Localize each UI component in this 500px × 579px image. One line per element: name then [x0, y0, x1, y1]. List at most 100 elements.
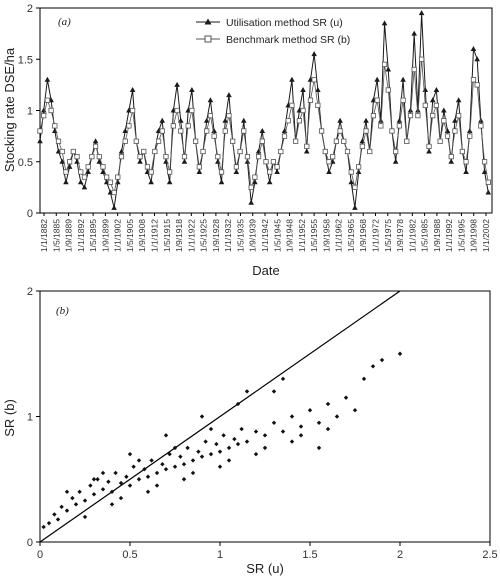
- data-point: [296, 118, 302, 124]
- data-point: [430, 113, 436, 119]
- scatter-point: [88, 483, 93, 488]
- scatter-point: [397, 351, 403, 356]
- scatter-point: [298, 433, 304, 438]
- data-point: [337, 117, 343, 123]
- data-point: [381, 61, 388, 67]
- panel-a-x-tick-label: 1/9/1928: [211, 219, 221, 252]
- scatter-point: [221, 433, 226, 438]
- scatter-point: [214, 441, 219, 447]
- data-point: [203, 117, 210, 123]
- panel-a-x-tick-label: 1/1/2002: [481, 219, 491, 252]
- scatter-point: [113, 470, 118, 476]
- panel-b-frame: [39, 290, 491, 543]
- data-point: [374, 76, 380, 82]
- panel-a-y-tick-label: 0.5: [18, 157, 33, 169]
- scatter-point: [253, 429, 259, 434]
- data-point: [85, 164, 91, 170]
- panel-a-x-tick-label: 1/5/1905: [125, 219, 135, 252]
- data-point: [137, 154, 143, 160]
- data-point: [63, 179, 69, 185]
- data-point: [485, 189, 492, 195]
- scatter-point: [244, 439, 250, 444]
- scatter-point: [82, 498, 88, 503]
- data-point: [152, 148, 158, 155]
- scatter-point: [307, 408, 313, 413]
- panel-a-x-tick-label: 1/1/1892: [76, 219, 86, 252]
- panel-a-x-tick-label: 1/5/1955: [309, 219, 319, 252]
- panel-a-x-tick-label: 1/1/1962: [334, 219, 344, 252]
- panel-b-y-axis-title: SR (b): [2, 399, 17, 437]
- scatter-point: [64, 489, 70, 494]
- data-point: [237, 148, 243, 155]
- scatter-point: [149, 458, 154, 463]
- scatter-point: [226, 445, 232, 451]
- data-point: [278, 148, 284, 155]
- scatter-point: [106, 479, 111, 484]
- data-point: [66, 163, 73, 169]
- panel-b-x-axis-title: SR (u): [246, 561, 284, 576]
- data-point: [77, 179, 84, 185]
- data-point: [415, 113, 421, 119]
- data-point: [303, 148, 310, 154]
- data-point: [293, 138, 299, 144]
- panel-a-x-tick-label: 1/1/1942: [260, 219, 270, 252]
- data-point: [52, 123, 58, 129]
- scatter-point: [235, 441, 241, 447]
- data-point: [92, 138, 99, 144]
- data-point: [207, 113, 214, 119]
- scatter-point: [91, 492, 97, 497]
- scatter-point: [52, 512, 57, 517]
- data-point: [44, 76, 51, 82]
- data-point: [81, 174, 88, 180]
- panel-a-x-tick-label: 1/9/1958: [321, 219, 331, 252]
- data-point: [485, 179, 491, 185]
- data-point: [248, 199, 254, 205]
- data-point: [326, 159, 332, 165]
- data-point: [285, 118, 291, 124]
- data-point: [385, 66, 392, 72]
- data-point: [322, 148, 328, 155]
- panel-a-y-tick-label: 2: [27, 3, 33, 15]
- data-point: [356, 164, 362, 170]
- scatter-point: [226, 458, 232, 463]
- data-point: [315, 87, 321, 92]
- scatter-point: [316, 445, 322, 451]
- scatter-point: [280, 376, 286, 382]
- data-point: [196, 164, 202, 170]
- scatter-point: [163, 467, 169, 472]
- scatter-point: [82, 514, 88, 520]
- panel-a-x-tick-label: 1/9/1889: [64, 219, 74, 252]
- data-point: [337, 128, 343, 134]
- scatter-point: [145, 474, 151, 479]
- panel-b-label: (b): [56, 305, 69, 317]
- data-point: [396, 117, 403, 123]
- data-point: [444, 133, 451, 139]
- data-point: [141, 148, 147, 155]
- scatter-point: [145, 489, 151, 494]
- scatter-point: [91, 477, 97, 482]
- data-point: [222, 117, 229, 123]
- data-point: [104, 174, 110, 180]
- data-point: [259, 138, 265, 144]
- panel-a-x-tick-label: 1/9/1998: [469, 219, 479, 252]
- data-point: [359, 143, 365, 149]
- data-point: [233, 164, 239, 170]
- data-point: [352, 204, 358, 210]
- data-point: [404, 138, 410, 144]
- data-point: [441, 118, 447, 124]
- data-point: [115, 174, 121, 180]
- data-point: [122, 128, 129, 133]
- data-point: [459, 148, 465, 155]
- data-point: [274, 169, 280, 174]
- scatter-point: [379, 357, 385, 363]
- data-point: [163, 158, 169, 164]
- data-point: [311, 51, 317, 57]
- data-point: [289, 76, 295, 82]
- data-point: [474, 82, 480, 88]
- data-point: [481, 159, 488, 165]
- data-point: [170, 123, 176, 129]
- panel-a-x-tick-label: 1/1/1982: [407, 219, 417, 252]
- panel-b-x-tick-label: 0: [37, 549, 43, 561]
- panel-a-x-tick-label: 1/5/1885: [51, 219, 61, 252]
- scatter-point: [298, 424, 304, 429]
